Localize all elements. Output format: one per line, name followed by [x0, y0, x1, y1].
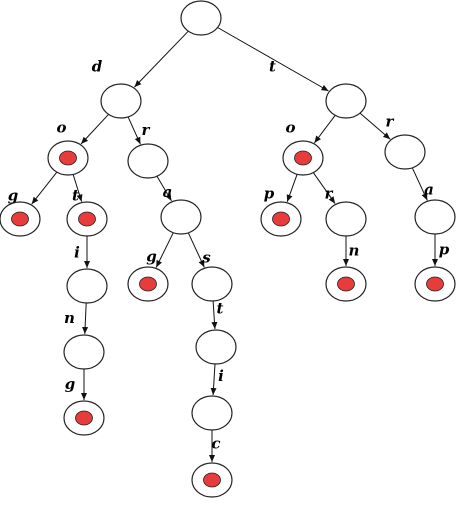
edge-do-dog	[31, 171, 58, 205]
edge-label-p: p	[264, 185, 275, 203]
terminal-marker	[272, 211, 290, 227]
trie-node-drastic	[191, 462, 233, 498]
edge-to-top	[286, 174, 298, 202]
trie-node-to	[282, 140, 324, 176]
terminal-marker	[75, 410, 93, 426]
edge-to-tor	[312, 172, 336, 204]
trie-node-drasti	[191, 395, 233, 431]
node-circle	[191, 266, 233, 302]
node-circle	[191, 395, 233, 431]
terminal-marker	[11, 211, 29, 227]
node-circle	[63, 334, 105, 370]
edge-dr-dra	[156, 175, 172, 202]
edges-layer	[31, 27, 438, 462]
terminal-marker	[294, 150, 312, 166]
trie-node-dot	[66, 201, 108, 237]
trie-node-dog	[0, 201, 41, 237]
node-circle	[384, 134, 426, 170]
edge-label-c: c	[211, 435, 220, 453]
edge-label-r: r	[325, 185, 334, 203]
trie-node-trap	[414, 266, 456, 302]
edge-label-a: a	[163, 183, 173, 201]
trie-node-tra	[414, 199, 456, 235]
edge-label-t: t	[269, 58, 276, 76]
edge-label-g: g	[146, 248, 157, 266]
trie-node-t	[325, 83, 367, 119]
edge-label-s: s	[202, 249, 211, 267]
trie-node-root	[180, 0, 222, 36]
edge-d-dr	[127, 116, 141, 145]
edge-do-dot	[72, 174, 83, 202]
edge-dra-dras	[187, 232, 205, 268]
trie-node-dr	[127, 143, 169, 179]
trie-node-doting	[63, 400, 105, 436]
edge-dras-drast	[211, 300, 218, 330]
node-circle	[66, 268, 108, 304]
node-circle	[127, 143, 169, 179]
edge-label-g: g	[65, 375, 76, 393]
node-circle	[100, 83, 142, 119]
edge-label-i: i	[218, 367, 224, 385]
terminal-marker	[337, 276, 355, 292]
trie-node-dras	[191, 266, 233, 302]
edge-label-a: a	[424, 181, 434, 199]
trie-node-drag	[127, 266, 169, 302]
edge-labels-layer: d t o r g t i n g a g s t i c o r p r n a p	[8, 58, 450, 453]
trie-node-d	[100, 83, 142, 119]
node-circle	[325, 201, 367, 237]
trie-node-torn	[325, 266, 367, 302]
node-circle	[325, 83, 367, 119]
terminal-marker	[203, 472, 221, 488]
edge-root-d	[134, 30, 189, 88]
edge-label-r: r	[142, 121, 151, 139]
node-circle	[414, 199, 456, 235]
node-circle	[195, 329, 237, 365]
node-circle	[180, 0, 222, 36]
edge-drast-drasti	[210, 363, 217, 396]
edge-t-tr	[359, 112, 391, 140]
trie-node-dotin	[63, 334, 105, 370]
edge-label-n: n	[349, 242, 360, 260]
trie-node-top	[260, 201, 302, 237]
edge-label-p: p	[439, 241, 450, 259]
terminal-marker	[139, 276, 157, 292]
terminal-marker	[59, 150, 77, 166]
edge-label-g: g	[8, 187, 19, 205]
edge-label-o: o	[285, 119, 295, 137]
edge-label-t: t	[72, 187, 79, 205]
nodes-layer	[0, 0, 456, 498]
trie-node-dra	[160, 199, 202, 235]
edge-label-r: r	[386, 113, 395, 131]
trie-node-drast	[195, 329, 237, 365]
edge-tr-tra	[411, 167, 428, 201]
terminal-marker	[78, 211, 96, 227]
terminal-marker	[426, 276, 444, 292]
trie-node-doti	[66, 268, 108, 304]
trie-node-tr	[384, 134, 426, 170]
edge-label-t: t	[217, 300, 224, 318]
edge-label-i: i	[74, 244, 80, 262]
edge-t-to	[314, 114, 336, 144]
edge-label-n: n	[64, 309, 75, 327]
edge-label-d: d	[92, 58, 103, 76]
trie-node-tor	[325, 201, 367, 237]
trie-node-do	[47, 140, 89, 176]
node-circle	[160, 199, 202, 235]
edge-root-t	[217, 27, 329, 92]
edge-d-do	[80, 113, 109, 145]
edge-doti-dotin	[82, 302, 89, 335]
edge-dra-drag	[155, 232, 174, 268]
edge-label-o: o	[56, 119, 66, 137]
